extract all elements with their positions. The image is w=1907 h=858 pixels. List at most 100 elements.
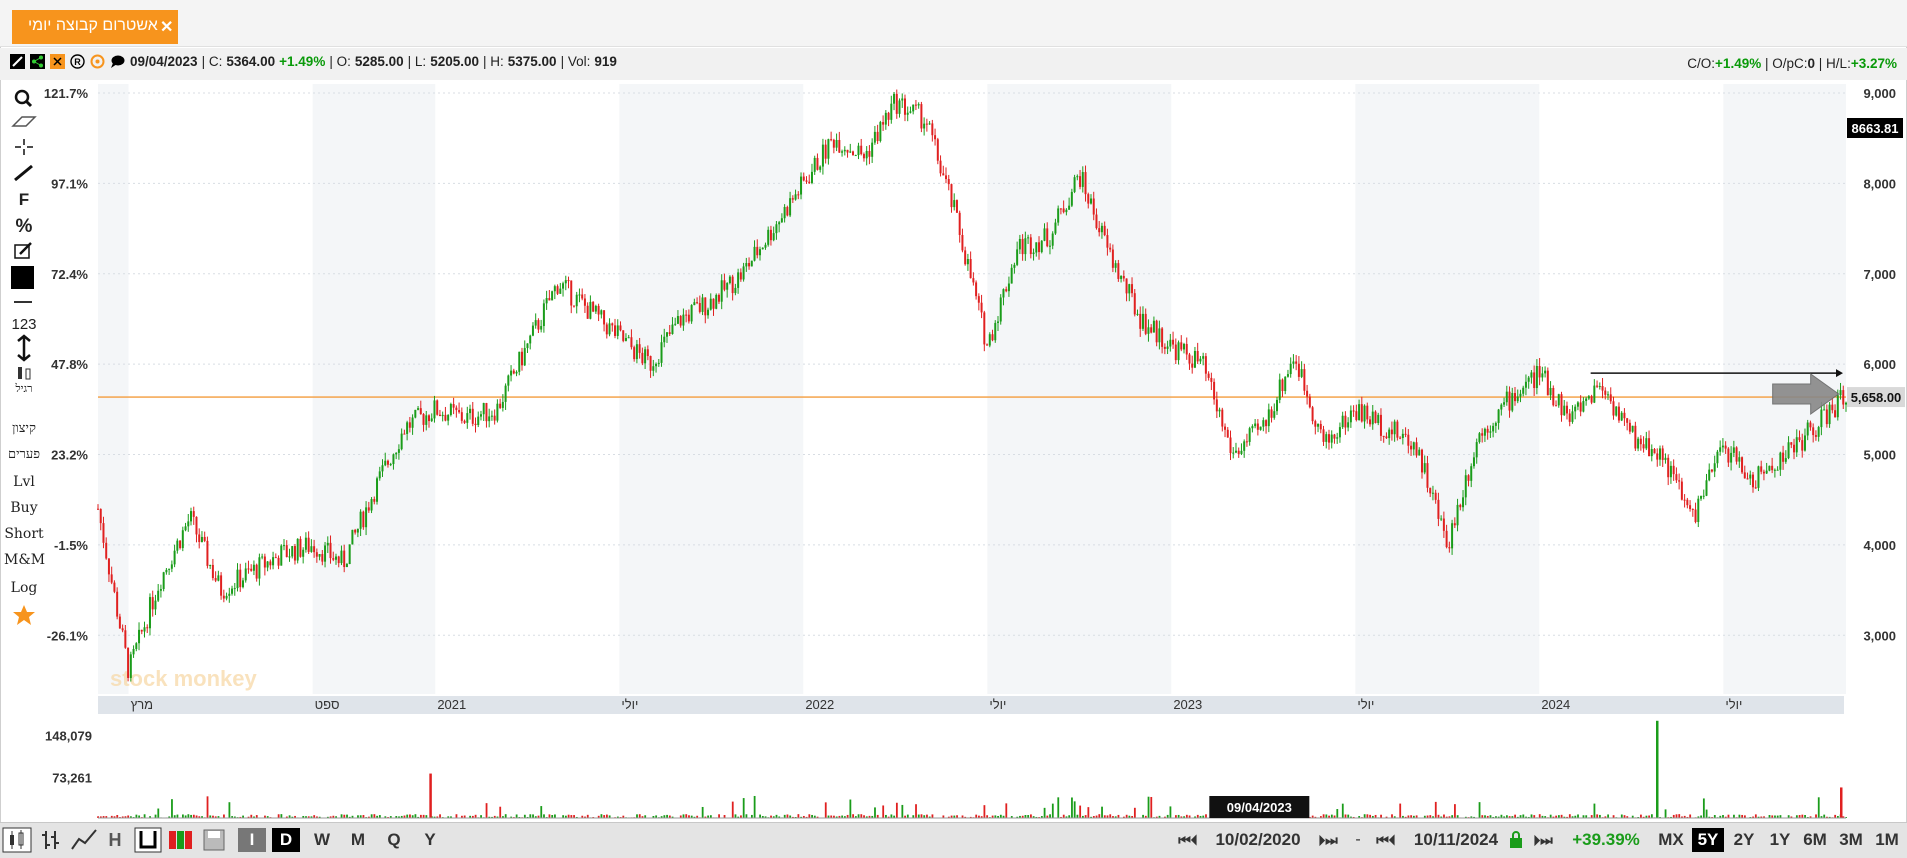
range-2y[interactable]: 2Y (1728, 828, 1760, 852)
candle-body (1552, 388, 1554, 405)
volume-tick-label: 148,079 (45, 729, 92, 744)
candle-body (926, 124, 928, 125)
bar-type-button[interactable] (134, 827, 162, 853)
range-1y[interactable]: 1Y (1764, 828, 1796, 852)
volume-bar (1087, 807, 1089, 818)
candle-body (1087, 194, 1089, 203)
line-type-button[interactable] (70, 827, 98, 853)
candle-body (598, 306, 600, 315)
volume-bar (456, 814, 458, 818)
interval-monthly[interactable]: M (344, 828, 372, 852)
candle-body (1156, 321, 1158, 343)
candle-body (778, 222, 780, 224)
candle-body (291, 546, 293, 556)
candle-body (157, 591, 159, 601)
candle-body (1224, 427, 1226, 430)
candle-body (1120, 276, 1122, 279)
candle-body (231, 589, 233, 594)
candle-body (1809, 423, 1811, 428)
candle-body (444, 415, 446, 421)
candle-body (1342, 416, 1344, 427)
nav-first-start[interactable]: ⏮⏴ (1170, 828, 1206, 852)
candle-body (745, 263, 747, 266)
candle-body (502, 402, 504, 408)
hollow-type-button[interactable]: H (102, 828, 128, 852)
candle-body (1571, 411, 1573, 422)
interval-weekly[interactable]: W (308, 828, 336, 852)
candle-body (526, 343, 528, 348)
candle-body (1301, 369, 1303, 377)
candle-body (97, 509, 99, 510)
x-tick-label: ספט (315, 697, 340, 712)
nav-last-end[interactable]: ⏵⏭ (1526, 828, 1560, 852)
candle-body (1202, 356, 1204, 359)
candle-body (1426, 463, 1428, 488)
candle-body (1454, 523, 1456, 525)
candle-body (992, 334, 994, 340)
volume-bar (1399, 804, 1401, 818)
candle-body (1749, 475, 1751, 479)
interval-intraday[interactable]: I (238, 828, 266, 852)
candle-body (1519, 394, 1521, 397)
candle-body (1147, 327, 1149, 334)
candle-body (395, 453, 397, 454)
candle-body (264, 557, 266, 568)
candle-body (185, 526, 187, 530)
candle-body (1563, 406, 1565, 416)
save-icon[interactable] (202, 828, 226, 852)
interval-quarterly[interactable]: Q (380, 828, 408, 852)
candle-body (994, 323, 996, 340)
nav-first-end[interactable]: ⏮⏴ (1368, 828, 1404, 852)
candle-body (1459, 505, 1461, 507)
candle-body (1705, 480, 1707, 495)
candle-body (847, 150, 849, 153)
candle-body (1451, 523, 1453, 548)
volume-bar (1577, 814, 1579, 818)
to-date[interactable]: 10/11/2024 (1408, 828, 1504, 852)
candle-body (644, 349, 646, 363)
candle-body (1424, 463, 1426, 472)
candle-body (628, 337, 630, 338)
interval-yearly[interactable]: Y (416, 828, 444, 852)
interval-daily[interactable]: D (272, 828, 300, 852)
candle-body (901, 98, 903, 100)
candle-body (1768, 466, 1770, 471)
ohlc-type-button[interactable] (38, 827, 64, 853)
candle-body (280, 546, 282, 566)
volume-bar (1818, 797, 1820, 818)
range-5y[interactable]: 5Y (1692, 828, 1724, 852)
candlestick-type-button[interactable] (2, 827, 32, 853)
candle-body (286, 545, 288, 557)
y-right-tick-label: 6,000 (1863, 357, 1896, 372)
from-date[interactable]: 10/02/2020 (1210, 828, 1306, 852)
candle-body (1074, 177, 1076, 192)
range-3m[interactable]: 3M (1834, 828, 1868, 852)
candle-body (1320, 424, 1322, 429)
candle-body (472, 409, 474, 424)
range-max[interactable]: MX (1654, 828, 1688, 852)
volume-bar (554, 814, 556, 818)
candle-body (707, 310, 709, 316)
candle-body (1645, 438, 1647, 448)
heikin-type-button[interactable] (166, 827, 196, 853)
candle-body (1500, 405, 1502, 410)
candle-body (417, 408, 419, 410)
candle-body (857, 146, 859, 155)
candle-body (1049, 246, 1051, 247)
volume-bar (409, 814, 411, 818)
lock-icon[interactable] (1508, 830, 1524, 850)
range-1m[interactable]: 1M (1870, 828, 1904, 852)
candle-body (529, 336, 531, 344)
candle-body (1355, 411, 1357, 420)
range-6m[interactable]: 6M (1798, 828, 1832, 852)
candle-body (1033, 253, 1035, 255)
nav-last-start[interactable]: ⏵⏭ (1310, 828, 1346, 852)
candle-body (433, 400, 435, 418)
candle-body (1161, 328, 1163, 346)
candle-body (1473, 457, 1475, 466)
candle-body (658, 363, 660, 364)
candle-body (146, 627, 148, 628)
candle-body (1295, 361, 1297, 363)
candle-body (447, 415, 449, 421)
